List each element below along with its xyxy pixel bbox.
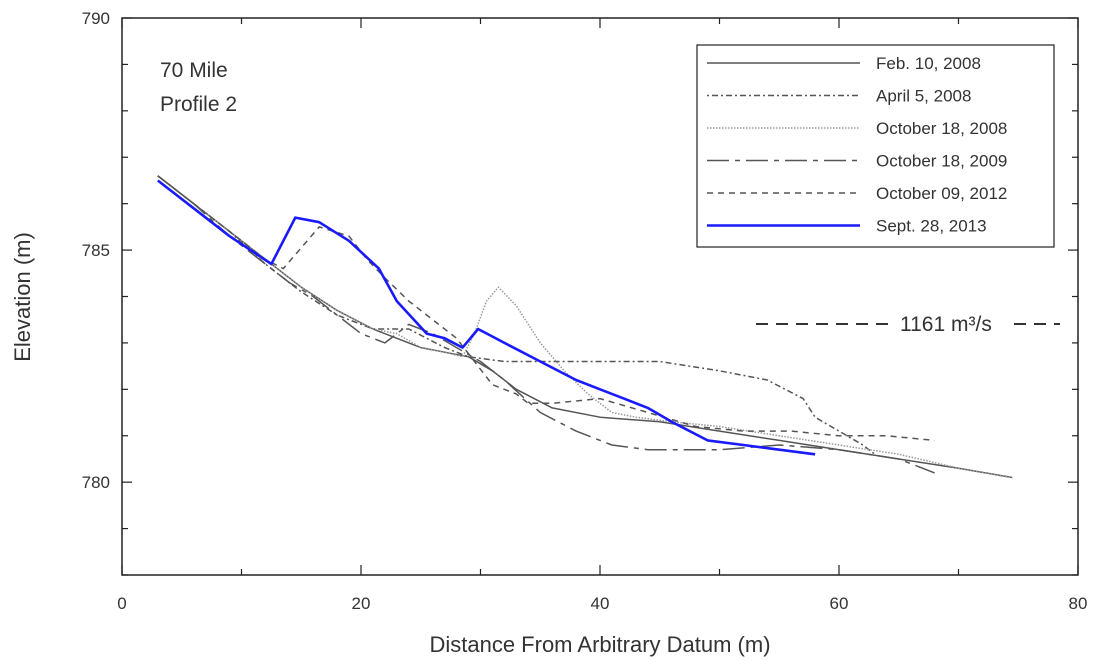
series-line <box>157 179 816 456</box>
series-line <box>157 175 935 442</box>
x-tick-label: 60 <box>830 594 849 613</box>
legend-box <box>696 44 1055 248</box>
legend-label: October 09, 2012 <box>876 184 1007 203</box>
legend-label: Sept. 28, 2013 <box>876 217 987 236</box>
discharge-annotation: 1161 m³/s <box>756 313 1060 336</box>
y-axis-title: Elevation (m) <box>10 232 35 362</box>
y-tick-label: 780 <box>82 473 110 492</box>
series-line <box>157 175 1013 479</box>
series-layer <box>157 175 1013 479</box>
series-line <box>157 175 876 455</box>
x-tick-label: 20 <box>352 594 371 613</box>
legend-label: October 18, 2009 <box>876 152 1007 171</box>
discharge-label: 1161 m³/s <box>900 313 992 336</box>
legend: Feb. 10, 2008 April 5, 2008 October 18, 20… <box>696 44 1055 248</box>
annotation-line-1: 70 Mile <box>160 59 228 82</box>
x-tick-label: 40 <box>591 594 610 613</box>
x-tick-label: 0 <box>117 594 126 613</box>
y-tick-label: 785 <box>82 241 110 260</box>
x-axis-title: Distance From Arbitrary Datum (m) <box>429 632 770 657</box>
legend-label: October 18, 2008 <box>876 119 1007 138</box>
legend-label: Feb. 10, 2008 <box>876 54 981 73</box>
annotation-line-2: Profile 2 <box>160 93 237 116</box>
y-tick-label: 790 <box>82 9 110 28</box>
ticks-layer: 0 20 40 60 80 780 785 790 <box>82 9 1088 613</box>
legend-label: April 5, 2008 <box>876 87 971 106</box>
x-tick-label: 80 <box>1069 594 1088 613</box>
series-line <box>157 175 1013 479</box>
